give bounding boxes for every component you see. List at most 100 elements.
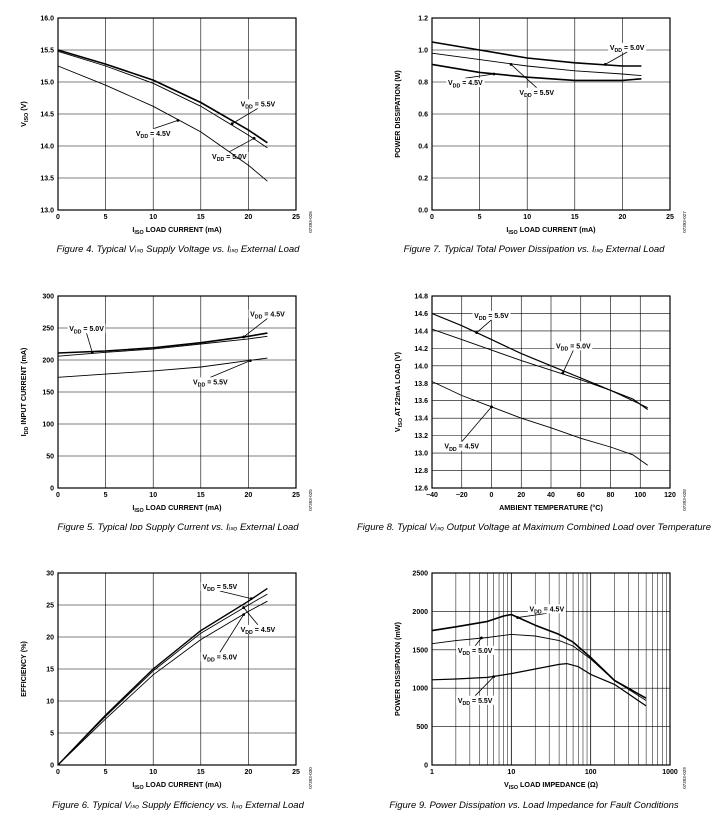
series-line-1 [431,52,642,77]
chart-fig4: 13.0 13.5 14.0 14.5 15.0 15.5 16.0 0 5 10 15 20 25 II… [19,16,313,237]
series-label-bg [134,128,173,138]
x-tick-label: 15 [197,492,205,499]
series-label-1: VDD​ = 5.0V [458,648,493,657]
figure-code: 07393-025 [308,489,313,511]
x-tick-label: 0 [430,214,434,221]
series-label-1: VDD​ = 5.5V [519,90,554,99]
series-label-2: VDD​ = 5.5V [193,379,228,388]
y-tick-label: 1.0 [418,48,428,55]
x-tick-label: 15 [197,214,205,221]
y-tick-label: 14.8 [414,294,428,301]
y-tick-label: 0 [50,763,54,770]
series-line-1 [57,50,268,149]
y-tick-label: 2500 [412,571,428,578]
y-tick-label: 2000 [412,609,428,616]
x-tick-label: 20 [245,492,253,499]
series-leader-2 [465,73,494,79]
x-tick-label: 25 [666,214,674,221]
x-tick-label: 20 [619,214,627,221]
series-label-0: VDD​ = 5.0V [610,45,645,54]
y-tick-label: 13.5 [40,176,54,183]
x-axis-label: AMBIENT TEMPERATURE (°C) [499,503,603,512]
series-line-2 [57,600,268,766]
plot-frame [57,17,297,211]
series-leader-0 [605,51,628,65]
plot-frame [431,572,671,766]
x-tick-label: −40 [426,492,438,499]
series-label-2: VDD​ = 5.0V [203,654,238,663]
series-leader-0 [219,590,252,599]
series-leader-0 [476,319,492,333]
x-tick-label: −20 [456,492,468,499]
y-tick-label: 0.0 [418,208,428,215]
series-leader-tip-0 [249,597,253,600]
x-axis-label: IISO​ LOAD CURRENT (mA) [506,225,596,236]
figure-caption: Figure 4. Typical Vᵢₛₒ Supply Voltage vs… [56,244,300,255]
y-tick-label: 0.6 [418,112,428,119]
series-leader-tip-1 [252,136,256,140]
y-tick-label: 1.2 [418,16,428,23]
series-label-0: VDD​ = 5.5V [203,584,238,593]
chart-fig6: 0 5 10 15 20 25 30 0 5 10 15 20 25 IISO​ LOAD CURRENT… [19,571,313,792]
series-line-1 [431,633,647,701]
series-line-1 [431,328,648,409]
series-leader-tip-1 [242,606,246,609]
series-line-2 [431,381,648,466]
series-label-1: VDD​ = 5.0V [556,343,591,352]
y-tick-label: 30 [46,571,54,578]
series-label-bg [67,324,106,334]
series-leader-tip-1 [561,371,565,375]
grid [431,572,670,766]
y-tick-label: 14.2 [414,346,428,353]
x-tick-label: 5 [104,492,108,499]
series-leader-tip-2 [492,72,496,76]
plot-frame [431,295,671,489]
y-tick-label: 10 [46,699,54,706]
series-line-2 [57,357,268,378]
plot-frame [57,572,297,766]
chart-fig8: 12.6 12.8 13.0 13.2 13.4 13.6 13.8 14.0 14.2 14.4… [393,294,687,513]
series-label-bg [446,78,485,88]
y-tick-label: 15 [46,667,54,674]
grid [57,17,297,211]
x-tick-label: 20 [517,492,525,499]
y-tick-label: 12.8 [414,468,428,475]
figure-code: 07393-027 [682,211,687,233]
x-tick-label: 20 [245,214,253,221]
series-label-bg [527,604,566,614]
x-axis-label: IISO​ LOAD CURRENT (mA) [132,780,222,791]
series-label-bg [517,87,556,97]
y-tick-label: 100 [42,422,54,429]
series-label-bg [554,341,593,351]
y-tick-label: 14.0 [40,144,54,151]
figure-caption: Figure 7. Typical Total Power Dissipatio… [403,244,665,255]
series-line-0 [57,332,268,354]
series-label-2: VDD​ = 4.5V [448,80,483,89]
series-label-bg [456,695,495,705]
series-leader-tip-0 [230,122,234,125]
series-label-bg [472,310,511,320]
series-label-bg [456,645,495,655]
x-tick-label: 10 [149,769,157,776]
series-leader-2 [219,614,244,653]
y-tick-label: 1500 [412,647,428,654]
y-tick-label: 13.6 [414,398,428,405]
plot-frame [431,17,671,211]
x-tick-label: 10 [149,214,157,221]
series-leader-0 [232,107,259,124]
y-tick-label: 0.8 [418,80,428,87]
y-tick-label: 13.8 [414,381,428,388]
y-tick-label: 0 [424,763,428,770]
series-label-2: VDD​ = 5.5V [458,698,493,707]
figure-caption: Figure 5. Typical Iᴅᴅ Supply Current vs.… [57,522,299,533]
series-leader-0 [517,613,547,618]
series-leader-1 [562,350,574,373]
x-tick-label: 5 [478,214,482,221]
series-label-bg [248,309,287,319]
series-leader-tip-2 [176,119,180,122]
x-tick-label: 60 [577,492,585,499]
figure-code: 07393-026 [308,211,313,233]
series-leader-tip-1 [509,63,513,66]
series-leader-2 [461,406,492,442]
y-axis-label: VISO​ AT 22mA LOAD (V) [393,351,404,432]
